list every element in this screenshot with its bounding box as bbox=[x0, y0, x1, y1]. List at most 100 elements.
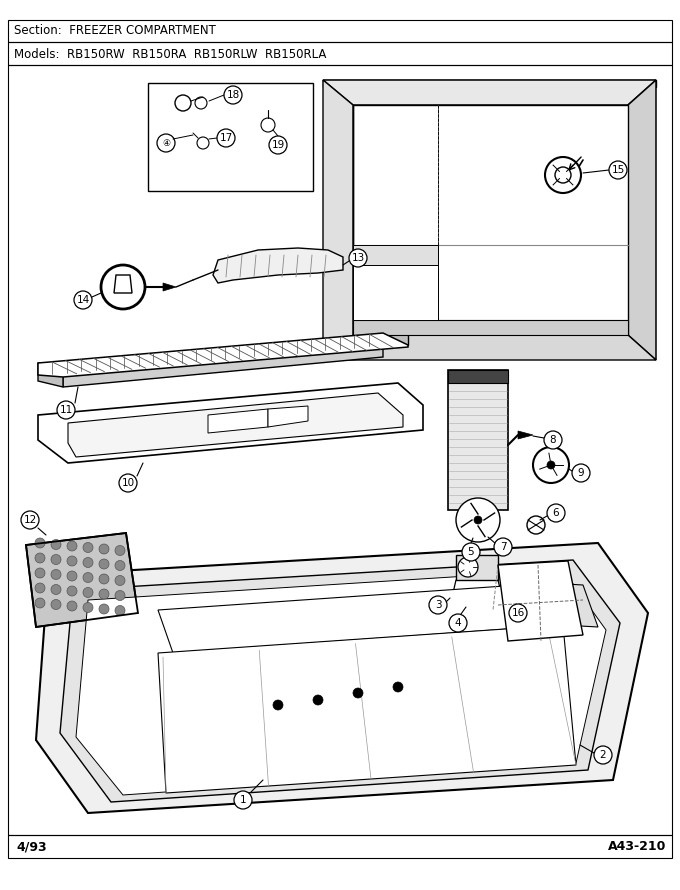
Polygon shape bbox=[448, 370, 508, 510]
Circle shape bbox=[67, 601, 77, 611]
Circle shape bbox=[533, 447, 569, 483]
Circle shape bbox=[157, 134, 175, 152]
Circle shape bbox=[83, 557, 93, 568]
Text: 14: 14 bbox=[76, 295, 90, 305]
Polygon shape bbox=[323, 80, 353, 360]
Circle shape bbox=[21, 511, 39, 529]
Polygon shape bbox=[353, 320, 628, 335]
Circle shape bbox=[349, 249, 367, 267]
Circle shape bbox=[115, 561, 125, 570]
Circle shape bbox=[119, 474, 137, 492]
Text: Models:  RB150RW  RB150RA  RB150RLW  RB150RLA: Models: RB150RW RB150RA RB150RLW RB150RL… bbox=[14, 47, 326, 61]
Circle shape bbox=[115, 590, 125, 601]
Circle shape bbox=[51, 600, 61, 610]
Text: 5: 5 bbox=[468, 547, 475, 557]
Circle shape bbox=[572, 464, 590, 482]
Circle shape bbox=[35, 553, 45, 563]
Polygon shape bbox=[323, 80, 656, 87]
Circle shape bbox=[115, 546, 125, 555]
Polygon shape bbox=[63, 345, 383, 387]
Text: 15: 15 bbox=[611, 165, 625, 175]
Polygon shape bbox=[628, 80, 656, 360]
Circle shape bbox=[527, 516, 545, 534]
Polygon shape bbox=[38, 333, 408, 377]
Text: 8: 8 bbox=[549, 435, 556, 445]
Text: 4/93: 4/93 bbox=[16, 840, 47, 854]
Circle shape bbox=[101, 265, 145, 309]
Circle shape bbox=[115, 576, 125, 586]
Polygon shape bbox=[456, 555, 498, 580]
Text: 7: 7 bbox=[500, 542, 507, 552]
Text: 16: 16 bbox=[511, 608, 525, 618]
Circle shape bbox=[83, 603, 93, 612]
Polygon shape bbox=[208, 409, 268, 433]
Text: 4: 4 bbox=[455, 618, 461, 628]
Polygon shape bbox=[383, 333, 408, 345]
Polygon shape bbox=[38, 363, 63, 387]
Circle shape bbox=[51, 570, 61, 579]
Polygon shape bbox=[158, 583, 563, 653]
Circle shape bbox=[51, 585, 61, 595]
Circle shape bbox=[234, 791, 252, 809]
Polygon shape bbox=[60, 560, 620, 802]
Polygon shape bbox=[213, 248, 343, 283]
Circle shape bbox=[67, 556, 77, 566]
Text: Section:  FREEZER COMPARTMENT: Section: FREEZER COMPARTMENT bbox=[14, 25, 216, 37]
Circle shape bbox=[99, 544, 109, 554]
Circle shape bbox=[509, 604, 527, 622]
Circle shape bbox=[67, 571, 77, 581]
Polygon shape bbox=[498, 561, 583, 641]
Circle shape bbox=[456, 498, 500, 542]
Bar bbox=[148, 83, 313, 191]
Polygon shape bbox=[448, 370, 508, 383]
Circle shape bbox=[35, 568, 45, 578]
Circle shape bbox=[269, 136, 287, 154]
Text: 1: 1 bbox=[239, 795, 246, 805]
Text: 6: 6 bbox=[553, 508, 560, 518]
Text: ④: ④ bbox=[162, 139, 170, 148]
Text: 19: 19 bbox=[271, 140, 285, 150]
Text: 12: 12 bbox=[23, 515, 37, 525]
Text: 10: 10 bbox=[122, 478, 135, 488]
Circle shape bbox=[99, 589, 109, 599]
Circle shape bbox=[83, 543, 93, 553]
Text: 13: 13 bbox=[352, 253, 364, 263]
Circle shape bbox=[99, 559, 109, 569]
Circle shape bbox=[353, 688, 363, 698]
Circle shape bbox=[555, 167, 571, 183]
Polygon shape bbox=[353, 265, 438, 320]
Circle shape bbox=[57, 401, 75, 419]
Bar bbox=[8, 835, 672, 858]
Circle shape bbox=[544, 431, 562, 449]
Circle shape bbox=[175, 95, 191, 111]
Circle shape bbox=[261, 118, 275, 132]
Circle shape bbox=[393, 682, 403, 692]
Circle shape bbox=[67, 586, 77, 596]
Circle shape bbox=[224, 86, 242, 104]
Polygon shape bbox=[268, 406, 308, 427]
Bar bbox=[8, 65, 672, 835]
Text: 17: 17 bbox=[220, 133, 233, 143]
Circle shape bbox=[99, 604, 109, 614]
Text: 2: 2 bbox=[600, 750, 607, 760]
Circle shape bbox=[195, 97, 207, 109]
Text: 11: 11 bbox=[59, 405, 73, 415]
Polygon shape bbox=[36, 543, 648, 813]
Circle shape bbox=[462, 543, 480, 561]
Polygon shape bbox=[353, 245, 438, 265]
Polygon shape bbox=[448, 593, 508, 605]
Text: 9: 9 bbox=[578, 468, 584, 478]
Circle shape bbox=[545, 157, 581, 193]
Circle shape bbox=[494, 538, 512, 556]
Circle shape bbox=[197, 137, 209, 149]
Polygon shape bbox=[323, 80, 656, 105]
Circle shape bbox=[35, 598, 45, 608]
Circle shape bbox=[67, 541, 77, 551]
Polygon shape bbox=[76, 570, 606, 795]
Circle shape bbox=[35, 538, 45, 548]
Polygon shape bbox=[518, 431, 533, 439]
Circle shape bbox=[594, 746, 612, 764]
Polygon shape bbox=[158, 625, 576, 793]
Polygon shape bbox=[353, 105, 628, 335]
Text: A43-210: A43-210 bbox=[608, 840, 666, 854]
